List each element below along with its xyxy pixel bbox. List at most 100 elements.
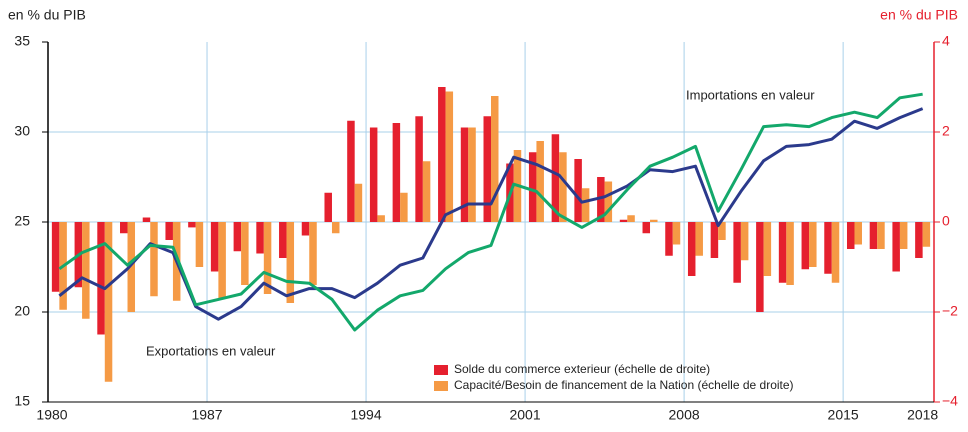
bar <box>279 222 287 258</box>
x-tick-label: 2001 <box>509 407 540 423</box>
x-tick-label: 1994 <box>350 407 381 423</box>
bar <box>665 222 673 256</box>
bar <box>574 159 582 222</box>
y-tick-label: 30 <box>14 123 30 139</box>
bar <box>695 222 703 256</box>
bar <box>824 222 832 274</box>
legend-swatch <box>434 365 448 375</box>
bar <box>922 222 931 247</box>
bar <box>347 120 355 222</box>
series-annotation: Importations en valeur <box>686 87 815 102</box>
bar <box>104 222 113 382</box>
bar <box>778 222 787 283</box>
y-tick-label: 25 <box>14 213 30 229</box>
bar <box>256 222 264 254</box>
bar <box>899 222 908 249</box>
bar <box>831 222 840 283</box>
bar <box>915 222 923 258</box>
bar <box>286 222 295 303</box>
line-series <box>58 92 923 332</box>
y-tick-label: 20 <box>14 303 30 319</box>
bar <box>445 91 454 222</box>
bar <box>551 134 560 222</box>
y2-tick-label: −4 <box>942 393 958 409</box>
bar <box>165 222 173 240</box>
y2-tick-label: 2 <box>942 123 950 139</box>
bar <box>188 222 196 228</box>
bar <box>528 152 537 222</box>
bar <box>786 222 794 285</box>
bar <box>483 116 491 222</box>
bar <box>460 127 469 222</box>
y-axis-label: en % du PIB <box>8 7 86 23</box>
bar <box>687 222 696 276</box>
bar <box>809 222 817 267</box>
x-tick-label: 1980 <box>36 407 67 423</box>
bar <box>627 215 635 222</box>
x-tick-label: 1987 <box>191 407 222 423</box>
legend-swatch <box>434 381 448 391</box>
bar <box>877 222 885 249</box>
bar <box>642 222 651 234</box>
bar <box>491 96 499 222</box>
series-annotation: Exportations en valeur <box>146 343 276 358</box>
bar <box>233 222 242 252</box>
y2-tick-label: 0 <box>942 213 950 229</box>
bar <box>150 222 158 297</box>
bar <box>581 188 590 222</box>
bar <box>597 177 605 222</box>
bar <box>127 222 136 312</box>
bar <box>195 222 204 267</box>
bar <box>51 222 60 292</box>
bar <box>415 116 423 222</box>
legend-label: Solde du commerce exterieur (échelle de … <box>454 362 710 376</box>
bar <box>82 222 90 319</box>
bar <box>468 127 476 222</box>
bar <box>892 222 900 272</box>
bar <box>559 152 567 222</box>
y-tick-label: 35 <box>14 33 30 49</box>
bar <box>324 192 332 222</box>
bar <box>672 222 681 245</box>
y2-tick-label: 4 <box>942 33 950 49</box>
bar <box>438 87 446 222</box>
bar <box>763 222 772 276</box>
bar <box>331 222 340 234</box>
bar <box>619 219 628 222</box>
bar <box>120 222 128 234</box>
bar <box>400 192 408 222</box>
bar <box>604 181 613 222</box>
bar <box>710 222 719 258</box>
y-tick-label: 15 <box>14 393 30 409</box>
bar <box>354 183 363 222</box>
bar <box>801 222 810 270</box>
bar <box>422 161 431 222</box>
bar <box>392 123 401 222</box>
bar <box>218 222 226 299</box>
bar <box>536 141 544 222</box>
bar <box>369 127 378 222</box>
x-tick-label: 2015 <box>828 407 859 423</box>
bar <box>301 222 310 236</box>
bar <box>241 222 249 285</box>
bar <box>718 222 726 240</box>
bar <box>869 222 878 249</box>
bar <box>733 222 741 283</box>
legend-label: Capacité/Besoin de financement de la Nat… <box>454 378 794 392</box>
bar <box>650 219 658 222</box>
y2-axis-label: en % du PIB <box>880 7 958 23</box>
bar <box>210 222 219 272</box>
bar <box>846 222 855 249</box>
bar <box>263 222 272 294</box>
bar <box>756 222 764 312</box>
line-series <box>58 107 924 321</box>
y2-tick-label: −2 <box>942 303 958 319</box>
bar <box>309 222 317 285</box>
bar <box>377 215 385 222</box>
x-tick-label: 2018 <box>907 407 938 423</box>
bar <box>142 217 151 222</box>
x-tick-label: 2008 <box>669 407 700 423</box>
bar <box>854 222 862 245</box>
bar <box>740 222 749 261</box>
